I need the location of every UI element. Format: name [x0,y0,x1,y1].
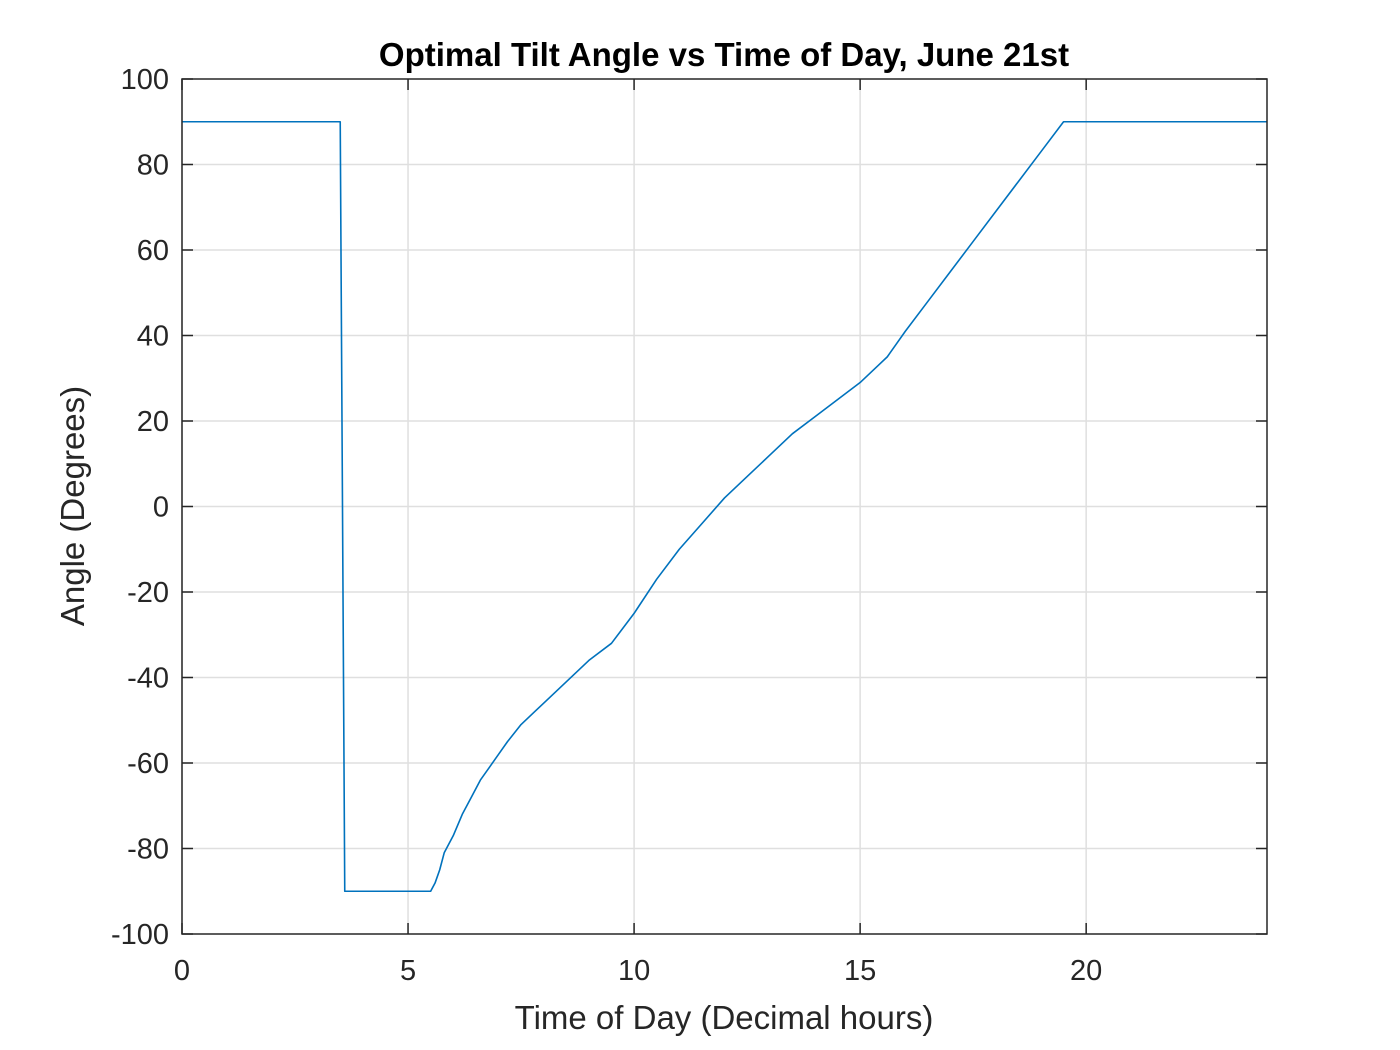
x-tick-label: 20 [1070,955,1102,987]
y-tick-label: -100 [111,919,169,951]
y-tick-label: 20 [137,406,169,438]
data-series [182,120,1267,893]
series-line [182,120,1267,893]
grid-lines [181,79,1267,934]
x-tick-label: 10 [618,955,650,987]
y-tick-label: -40 [127,663,169,695]
y-tick-label: -60 [127,748,169,780]
chart-title: Optimal Tilt Angle vs Time of Day, June … [379,36,1069,73]
y-tick-label: 100 [121,64,169,96]
y-tick-label: -80 [127,834,169,866]
x-tick-labels: 0 5 10 15 20 [174,955,1102,987]
x-tick-label: 15 [844,955,876,987]
y-tick-label: 60 [137,235,169,267]
y-tick-label: 40 [137,321,169,353]
tick-marks [181,78,1267,935]
y-tick-label: 0 [153,492,169,524]
x-tick-label: 5 [400,955,416,987]
x-tick-label: 0 [174,955,190,987]
y-tick-label: -20 [127,577,169,609]
y-tick-labels: -100 -80 -60 -40 -20 0 20 40 60 80 100 [111,64,169,951]
y-tick-label: 80 [137,150,169,182]
x-axis-label: Time of Day (Decimal hours) [515,999,934,1036]
y-axis-label: Angle (Degrees) [54,386,91,626]
